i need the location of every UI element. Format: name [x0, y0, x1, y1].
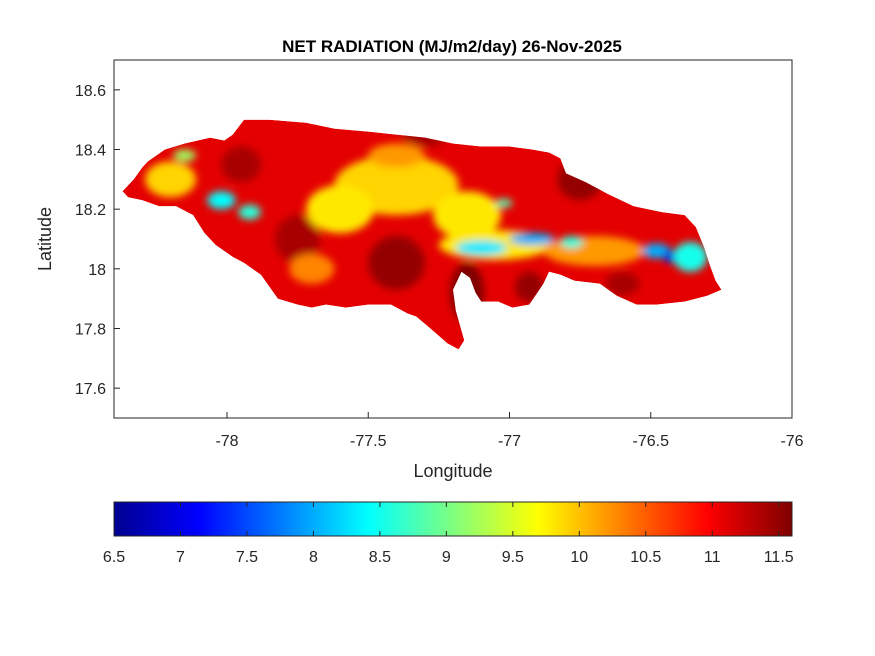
colorbar-gradient — [113, 501, 793, 537]
colorbar-tick-label: 11.5 — [764, 549, 794, 566]
field-patch — [642, 243, 671, 259]
colorbar-tick-label: 7 — [176, 549, 185, 566]
field-patch — [455, 240, 507, 256]
x-tick-label: -77 — [498, 433, 521, 450]
field-patch — [368, 143, 425, 168]
colorbar-tick-label: 7.5 — [236, 549, 258, 566]
field-patch — [368, 236, 425, 290]
x-tick-label: -78 — [215, 433, 238, 450]
colorbar-tick-label: 8 — [309, 549, 318, 566]
y-axis: 17.6 17.8 18 18.2 18.4 18.6 — [75, 83, 120, 398]
x-tick-label: -77.5 — [350, 433, 387, 450]
x-tick-label: -76.5 — [633, 433, 670, 450]
field-patch — [433, 191, 502, 239]
colorbar-tick-label: 8.5 — [369, 549, 391, 566]
field-patch — [605, 271, 640, 296]
field-patch — [207, 191, 236, 210]
y-tick-label: 17.8 — [75, 322, 106, 339]
colorbar-tick-label: 10 — [570, 549, 588, 566]
field-patch — [560, 236, 583, 248]
colorbar-tick-label: 10.5 — [630, 549, 661, 566]
x-axis-label: Longitude — [413, 461, 492, 481]
colorbar-tick-label: 6.5 — [103, 549, 125, 566]
colorbar-tick-label: 9 — [442, 549, 451, 566]
y-tick-label: 18.6 — [75, 83, 106, 100]
field-patch — [275, 215, 321, 263]
colorbar: 6.5 7 7.5 8 8.5 9 9.5 10 10.5 11 11.5 — [103, 501, 794, 566]
colorbar-tick-label: 9.5 — [502, 549, 524, 566]
field-patch — [509, 233, 555, 245]
x-axis: -78 -77.5 -77 -76.5 -76 — [215, 412, 804, 450]
y-tick-label: 18.4 — [75, 143, 106, 160]
field-patch — [221, 146, 261, 183]
field-patch — [173, 149, 196, 162]
y-axis-label: Latitude — [35, 207, 55, 271]
chart-title: NET RADIATION (MJ/m2/day) 26-Nov-2025 — [282, 37, 622, 56]
field-patch — [515, 271, 544, 302]
field-patch — [306, 185, 374, 234]
y-tick-label: 17.6 — [75, 381, 106, 398]
y-tick-label: 18.2 — [75, 202, 106, 219]
field-patch — [238, 204, 261, 220]
field-patch — [673, 241, 708, 272]
colorbar-tick-label: 11 — [704, 549, 721, 566]
field-patch — [495, 198, 513, 208]
field-patch — [145, 161, 196, 198]
field-patch — [543, 236, 646, 266]
x-tick-label: -76 — [780, 433, 803, 450]
field-patch — [289, 253, 335, 284]
y-tick-label: 18 — [88, 262, 106, 279]
